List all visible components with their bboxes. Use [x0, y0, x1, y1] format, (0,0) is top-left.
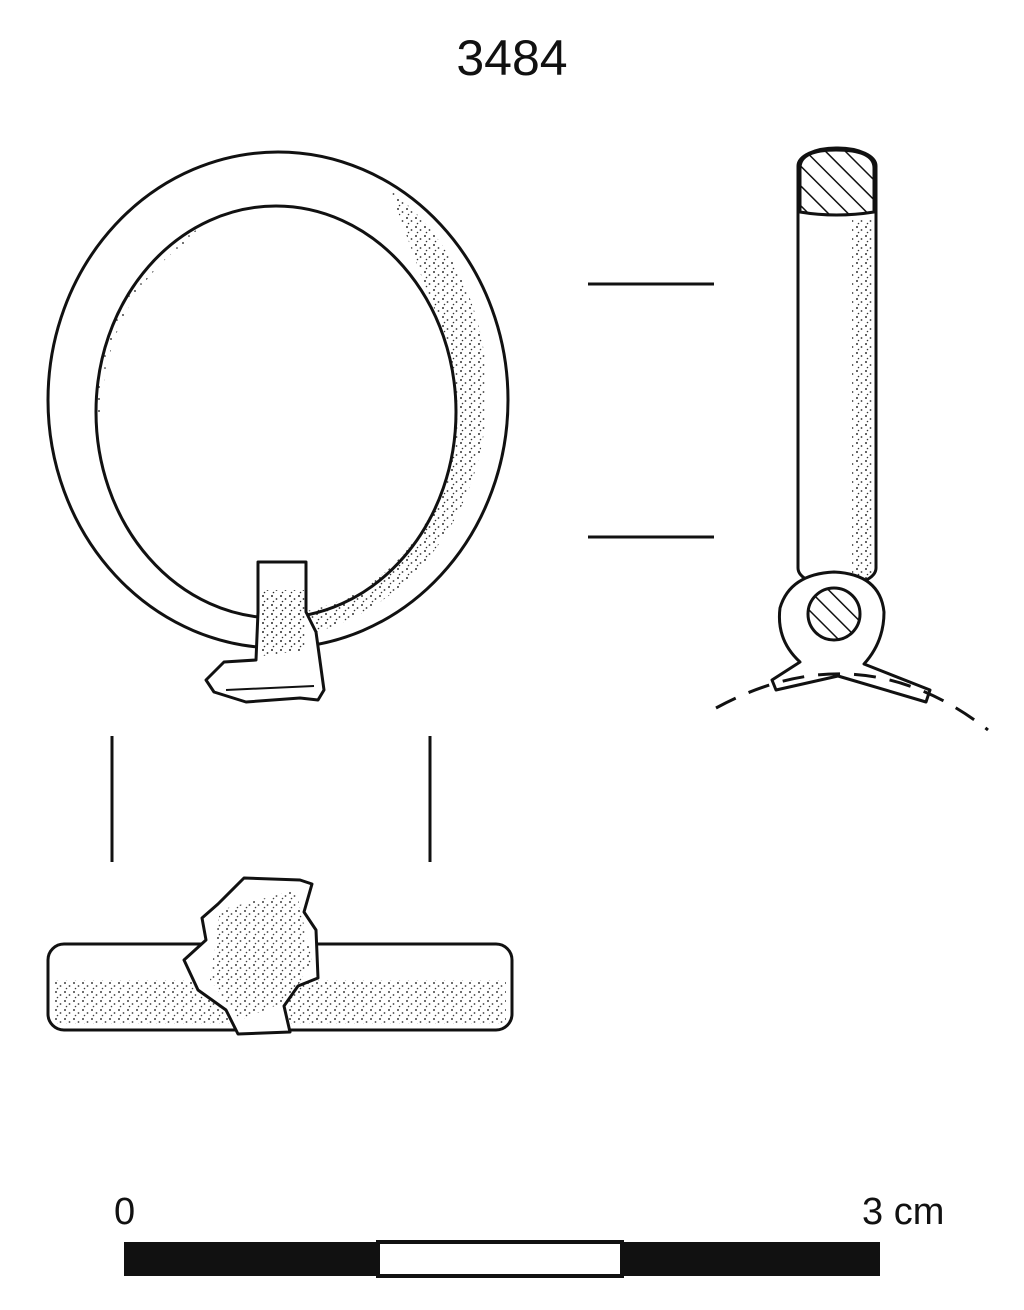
scale-segment-3 [622, 1242, 880, 1276]
profile-top-section [798, 148, 876, 217]
scale-start-label: 0 [114, 1191, 136, 1233]
ring-front-view [46, 150, 510, 704]
scale-segment-1 [124, 1242, 378, 1276]
scale-bar [124, 1240, 880, 1278]
catalogue-number: 3484 [456, 30, 568, 86]
section-lines [110, 282, 714, 862]
profile-loop [770, 570, 932, 704]
profile-dashed-curve [715, 672, 989, 732]
ring-profile-view [715, 146, 989, 732]
ring-top-view [46, 876, 514, 1036]
ring-band [46, 150, 510, 650]
scale-end-label: 3 cm [862, 1191, 945, 1233]
profile-bottom-section [806, 586, 862, 642]
scale-segment-2 [376, 1240, 624, 1278]
